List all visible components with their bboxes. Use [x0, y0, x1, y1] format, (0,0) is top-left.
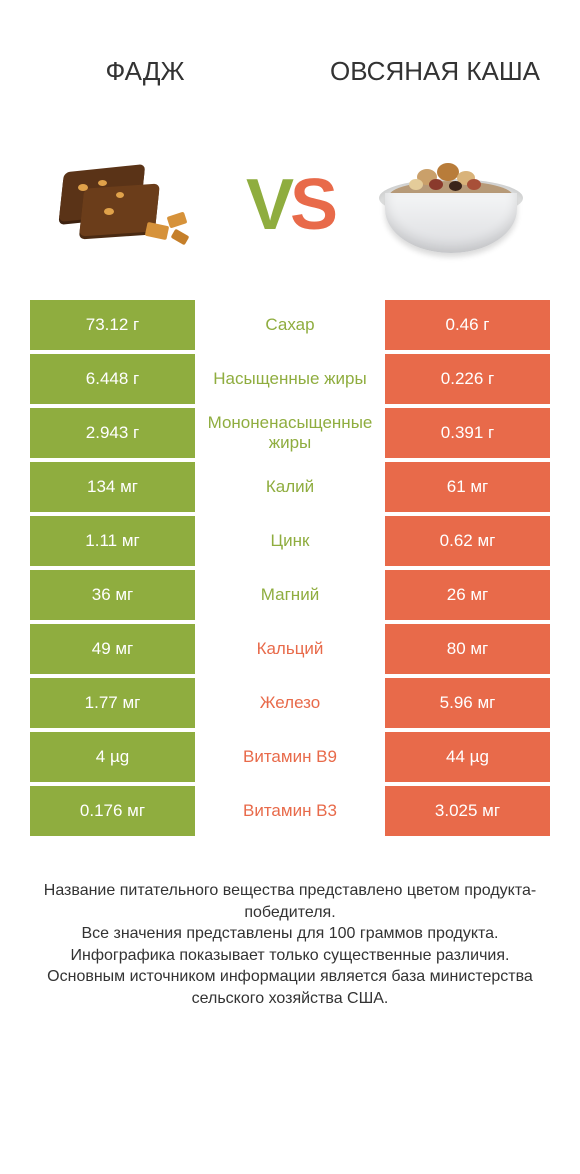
food-image-right: [371, 140, 531, 270]
nutrient-label: Мононенасыщенные жиры: [195, 408, 385, 458]
vs-v: V: [246, 164, 290, 246]
value-right: 0.226 г: [385, 354, 550, 404]
title-right: ОВСЯНАЯ КАША: [290, 24, 580, 120]
value-right: 61 мг: [385, 462, 550, 512]
table-row: 1.11 мгЦинк0.62 мг: [30, 516, 550, 566]
table-row: 6.448 гНасыщенные жиры0.226 г: [30, 354, 550, 404]
footer-line: Инфографика показывает только существенн…: [30, 945, 550, 967]
nutrient-label: Цинк: [195, 516, 385, 566]
value-right: 0.62 мг: [385, 516, 550, 566]
table-row: 4 µgВитамин B944 µg: [30, 732, 550, 782]
header: ФАДЖ ОВСЯНАЯ КАША: [0, 0, 580, 120]
value-right: 0.46 г: [385, 300, 550, 350]
oatmeal-illustration: [371, 145, 531, 265]
table-row: 73.12 гСахар0.46 г: [30, 300, 550, 350]
table-row: 36 мгМагний26 мг: [30, 570, 550, 620]
value-left: 36 мг: [30, 570, 195, 620]
footer-line: Название питательного вещества представл…: [30, 880, 550, 923]
value-left: 134 мг: [30, 462, 195, 512]
vs-s: S: [290, 164, 334, 246]
vs-label: VS: [246, 164, 334, 246]
table-row: 1.77 мгЖелезо5.96 мг: [30, 678, 550, 728]
nutrient-label: Витамин B9: [195, 732, 385, 782]
table-row: 0.176 мгВитамин B33.025 мг: [30, 786, 550, 836]
value-left: 49 мг: [30, 624, 195, 674]
footer-notes: Название питательного вещества представл…: [0, 840, 580, 1010]
table-row: 134 мгКалий61 мг: [30, 462, 550, 512]
value-left: 1.11 мг: [30, 516, 195, 566]
nutrient-label: Магний: [195, 570, 385, 620]
value-left: 0.176 мг: [30, 786, 195, 836]
value-right: 0.391 г: [385, 408, 550, 458]
fudge-illustration: [54, 150, 204, 260]
nutrient-label: Калий: [195, 462, 385, 512]
value-left: 73.12 г: [30, 300, 195, 350]
footer-line: Все значения представлены для 100 граммо…: [30, 923, 550, 945]
value-right: 44 µg: [385, 732, 550, 782]
food-image-left: [49, 140, 209, 270]
table-row: 49 мгКальций80 мг: [30, 624, 550, 674]
nutrient-label: Железо: [195, 678, 385, 728]
nutrient-label: Витамин B3: [195, 786, 385, 836]
nutrient-label: Насыщенные жиры: [195, 354, 385, 404]
nutrient-label: Кальций: [195, 624, 385, 674]
title-left: ФАДЖ: [0, 24, 290, 120]
footer-line: Основным источником информации является …: [30, 966, 550, 1009]
value-left: 2.943 г: [30, 408, 195, 458]
table-row: 2.943 гМононенасыщенные жиры0.391 г: [30, 408, 550, 458]
value-right: 26 мг: [385, 570, 550, 620]
value-left: 6.448 г: [30, 354, 195, 404]
nutrient-label: Сахар: [195, 300, 385, 350]
value-right: 80 мг: [385, 624, 550, 674]
value-right: 5.96 мг: [385, 678, 550, 728]
value-left: 1.77 мг: [30, 678, 195, 728]
value-right: 3.025 мг: [385, 786, 550, 836]
images-row: VS: [0, 120, 580, 290]
comparison-table: 73.12 гСахар0.46 г6.448 гНасыщенные жиры…: [0, 290, 580, 836]
value-left: 4 µg: [30, 732, 195, 782]
